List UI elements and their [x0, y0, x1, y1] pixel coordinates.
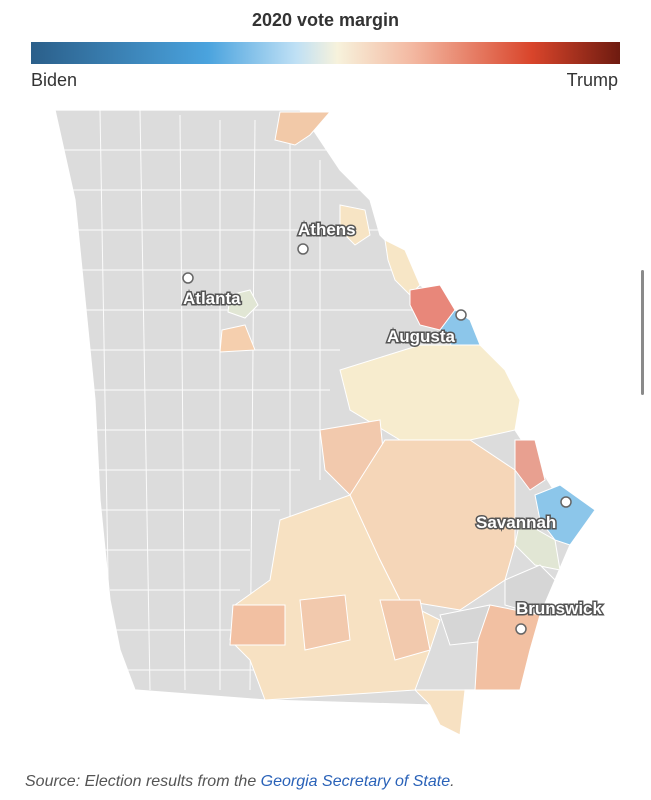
region-savannah-chatham — [534, 484, 596, 546]
city-augusta: Augusta — [386, 309, 467, 348]
region-savannah-green — [514, 519, 561, 571]
scrollbar[interactable] — [641, 270, 644, 395]
legend-label-trump: Trump — [566, 70, 618, 90]
source-note: Source: Election results from the Georgi… — [25, 773, 455, 791]
county-borders — [60, 109, 420, 691]
georgia-county-map: Athens Atlanta Augusta Savannah Brunswic… — [54, 109, 604, 736]
legend-color-scale — [31, 42, 620, 64]
city-marker — [182, 272, 194, 284]
city-athens: Athens — [297, 219, 357, 255]
city-marker — [297, 243, 309, 255]
city-marker — [560, 496, 572, 508]
region-northeast-tip — [274, 111, 332, 146]
source-link[interactable]: Georgia Secretary of State — [260, 773, 451, 790]
region-athens-east — [339, 204, 371, 246]
city-marker — [455, 309, 467, 321]
source-prefix: Source: Election results from the — [25, 773, 261, 790]
source-suffix: . — [450, 773, 455, 790]
region-south-interior — [299, 594, 431, 661]
city-label: Savannah — [476, 513, 556, 532]
region-south-border-tail — [413, 689, 466, 736]
city-savannah: Savannah — [475, 496, 572, 534]
city-label: Brunswick — [516, 599, 603, 618]
legend-title: 2020 vote margin — [251, 10, 400, 30]
city-label: Athens — [298, 220, 356, 239]
region-atlanta-south — [219, 324, 256, 353]
region-atlanta-green — [227, 289, 259, 319]
city-atlanta: Atlanta — [182, 272, 243, 310]
city-brunswick: Brunswick — [515, 598, 604, 635]
city-marker — [515, 623, 527, 635]
city-label: Atlanta — [183, 289, 241, 308]
region-effingham — [514, 439, 546, 491]
city-label: Augusta — [387, 327, 456, 346]
region-southwest-corner — [229, 604, 286, 646]
legend-label-biden: Biden — [31, 70, 78, 90]
